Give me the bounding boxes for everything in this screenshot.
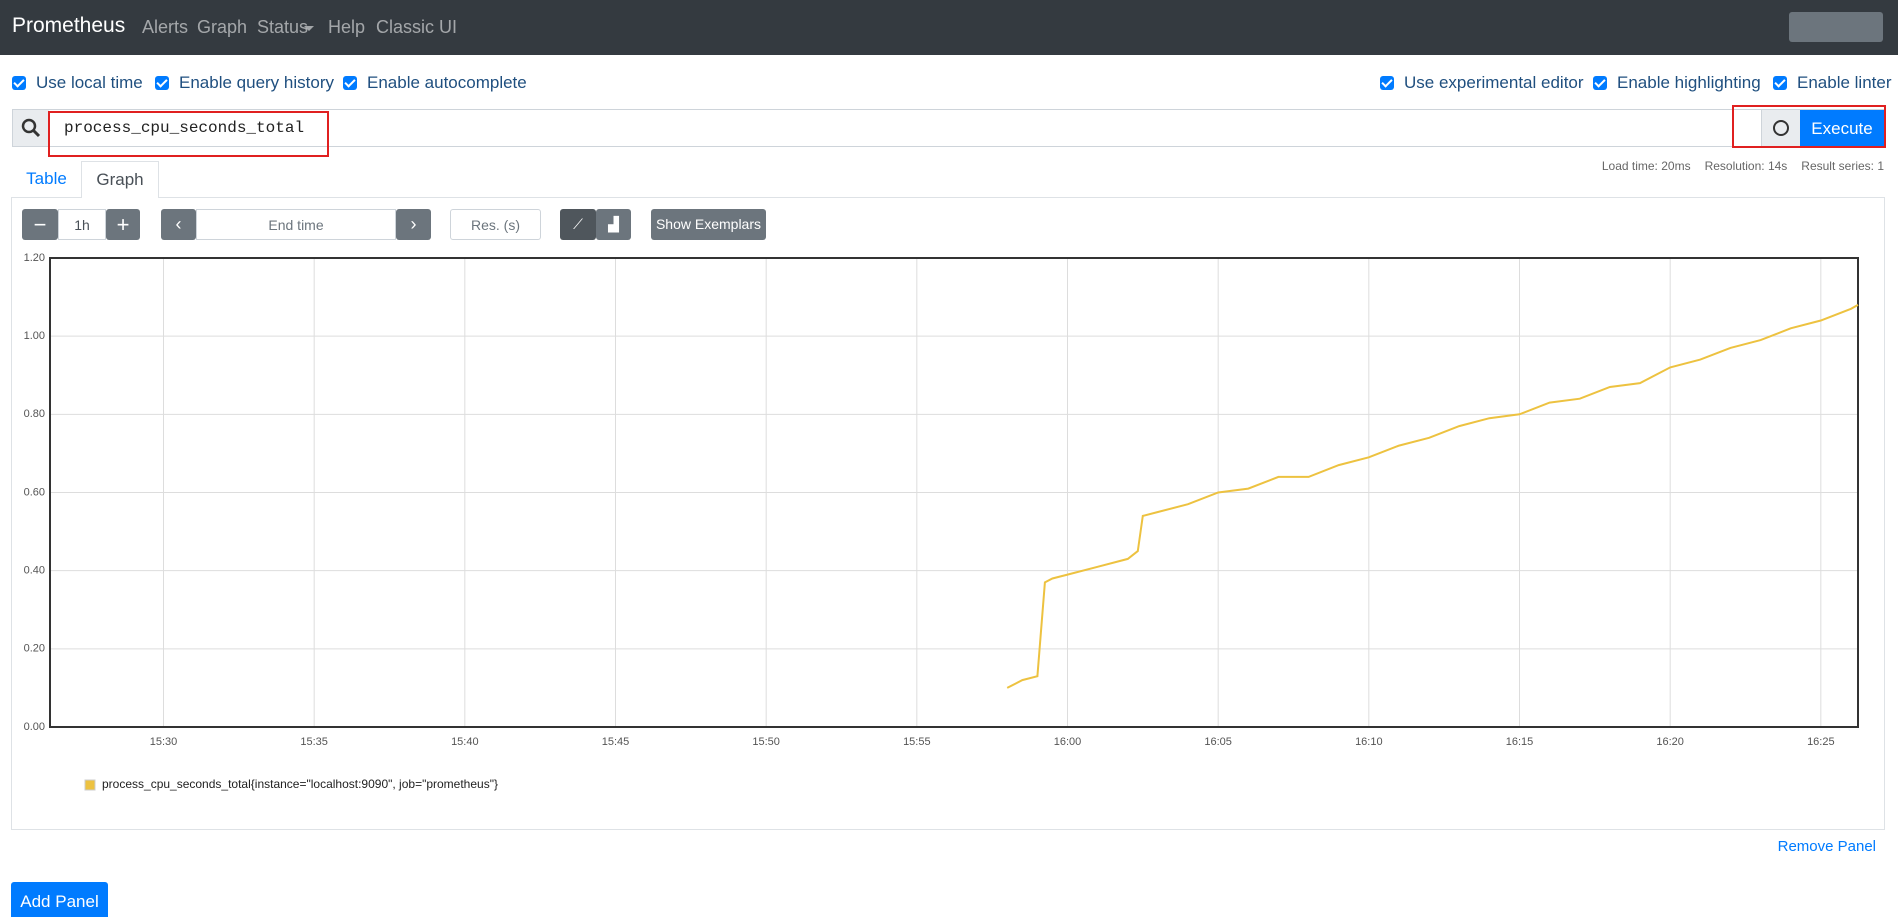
stat: Resolution: 14s: [1704, 159, 1788, 173]
x-tick-label: 16:00: [1054, 736, 1082, 748]
checkbox[interactable]: Use experimental editor: [1380, 73, 1584, 93]
x-tick-label: 15:40: [451, 736, 479, 748]
resolution-input[interactable]: Res. (s): [450, 209, 541, 240]
remove-panel-link[interactable]: Remove Panel: [1777, 838, 1876, 855]
series-line: [1006, 304, 1859, 689]
highlight-box: [1732, 105, 1886, 148]
checkbox[interactable]: Enable highlighting: [1593, 73, 1761, 93]
checkbox-label: Enable query history: [179, 73, 334, 92]
checkbox[interactable]: Enable autocomplete: [343, 73, 527, 93]
line-chart-button[interactable]: ⟋: [560, 209, 596, 240]
dropdown-caret: [304, 26, 314, 36]
theme-toggle[interactable]: [1789, 12, 1883, 42]
navbar: [0, 0, 1898, 55]
add-panel-button[interactable]: Add Panel: [11, 882, 108, 917]
x-tick-label: 16:15: [1506, 736, 1534, 748]
highlight-box: [48, 111, 329, 157]
x-tick-label: 16:05: [1204, 736, 1232, 748]
x-tick-label: 15:45: [602, 736, 630, 748]
x-tick-label: 16:25: [1807, 736, 1835, 748]
y-tick-label: 1.00: [24, 330, 45, 342]
chart: 0.00 0.20 0.40 0.60 0.80 1.00 1.20 15:30 15:35 15…: [24, 252, 1859, 791]
exemplars-button[interactable]: Show Exemplars: [651, 209, 766, 240]
nav-link[interactable]: Alerts: [142, 17, 189, 37]
y-tick-label: 0.20: [24, 643, 45, 655]
end-time-input[interactable]: End time: [196, 209, 396, 240]
query-expression[interactable]: process_cpu_seconds_total: [64, 119, 305, 137]
x-tick-label: 15:35: [300, 736, 328, 748]
checkbox-label: Enable highlighting: [1617, 73, 1761, 92]
stacked-chart-button[interactable]: ▟: [596, 209, 631, 240]
checkbox-label: Enable autocomplete: [367, 73, 527, 92]
x-tick-label: 16:20: [1656, 736, 1684, 748]
tab[interactable]: Table: [26, 169, 67, 188]
x-tick-label: 15:55: [903, 736, 931, 748]
stat: Load time: 20ms: [1601, 159, 1691, 173]
brand[interactable]: Prometheus: [12, 14, 126, 37]
checkbox[interactable]: Enable linter: [1773, 73, 1892, 93]
stat: Result series: 1: [1801, 159, 1884, 173]
panel: [11, 197, 1885, 830]
metrics-explorer-button[interactable]: [1761, 110, 1801, 147]
y-tick-label: 0.80: [24, 408, 45, 420]
range-input[interactable]: 1h: [58, 209, 106, 240]
y-tick-label: 0.60: [24, 486, 45, 498]
x-tick-label: 15:50: [752, 736, 780, 748]
range-plus[interactable]: +: [106, 209, 140, 240]
nav-link[interactable]: Status: [257, 17, 309, 37]
prev-button[interactable]: ‹: [161, 209, 196, 240]
legend-swatch: [84, 779, 96, 791]
y-tick-label: 0.00: [24, 721, 45, 733]
checkbox[interactable]: Use local time: [12, 73, 143, 93]
stats: Load time: 20ms Resolution: 14s Result ser…: [1602, 159, 1884, 173]
range-minus[interactable]: −: [22, 209, 58, 240]
plot-border: [49, 257, 1859, 728]
y-tick-label: 1.20: [24, 252, 45, 264]
x-tick-label: 15:30: [150, 736, 178, 748]
next-button[interactable]: ›: [396, 209, 431, 240]
checkbox-label: Enable linter: [1797, 73, 1892, 92]
checkbox-label: Use local time: [36, 73, 143, 92]
search-icon-box: [13, 110, 49, 146]
legend-label: process_cpu_seconds_total{instance="loca…: [102, 777, 498, 791]
x-tick-label: 16:10: [1355, 736, 1383, 748]
nav-link[interactable]: Classic UI: [376, 17, 458, 37]
nav-link[interactable]: Help: [328, 17, 366, 37]
nav-link[interactable]: Graph: [197, 17, 248, 37]
checkbox[interactable]: Enable query history: [155, 73, 334, 93]
execute-button[interactable]: Execute: [1800, 110, 1884, 147]
search-icon: [21, 118, 41, 138]
y-tick-label: 0.40: [24, 565, 45, 577]
checkbox-label: Use experimental editor: [1404, 73, 1584, 92]
tab-active[interactable]: Graph: [81, 161, 159, 198]
